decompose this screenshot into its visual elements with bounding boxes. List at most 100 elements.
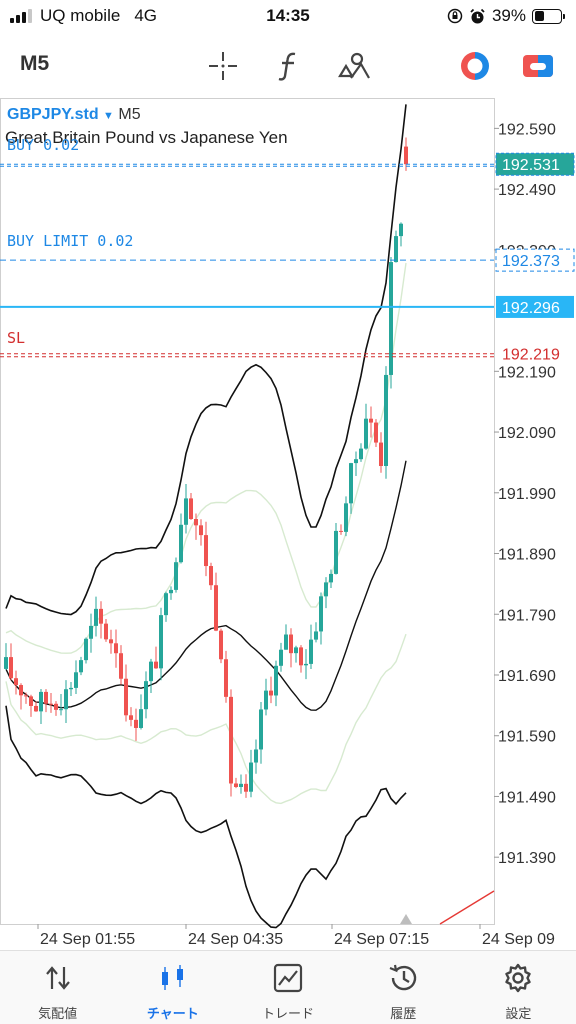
carrier-name: UQ mobile	[40, 6, 121, 25]
price-axis-label: 191.990	[498, 486, 556, 503]
chart-shift-marker	[400, 914, 412, 924]
candle-body	[24, 695, 28, 697]
inner-band-upper	[5, 262, 407, 654]
candle-body	[159, 615, 163, 669]
tab-quotes-label: 気配値	[38, 1006, 78, 1021]
candle-body	[354, 459, 358, 464]
settings-icon	[505, 963, 532, 993]
candle-body	[279, 649, 283, 666]
chart-toolbar: M5	[0, 34, 576, 96]
indicators-button[interactable]	[271, 48, 307, 84]
orientation-lock-icon	[447, 8, 463, 24]
candle-body	[379, 442, 383, 467]
time-axis-label: 24 Sep 04:35	[188, 931, 283, 948]
candle-body	[334, 530, 338, 574]
candle-body	[394, 236, 398, 263]
chart-canvas[interactable]: 192.590192.490192.390192.190192.090191.9…	[0, 98, 576, 950]
price-axis-label: 192.590	[498, 121, 556, 138]
candle-body	[54, 703, 58, 710]
stop-loss-price-tag: 192.219	[502, 347, 560, 364]
candle-body	[324, 582, 328, 597]
candle-body	[349, 463, 353, 504]
candle-body	[34, 705, 38, 712]
candle-body	[214, 585, 218, 631]
candle-body	[14, 678, 18, 686]
buy-price-tag-bg	[495, 152, 575, 176]
buy-limit-price-tag: 192.373	[502, 253, 560, 270]
candle-body	[309, 639, 313, 664]
objects-button[interactable]	[336, 48, 372, 84]
time-axis-label: 24 Sep 01:55	[40, 931, 135, 948]
candle-body	[299, 647, 303, 666]
middle-band	[5, 460, 407, 711]
buy-price-tag: 192.531	[502, 157, 560, 174]
candle-body	[74, 672, 78, 688]
candle-body	[39, 691, 43, 712]
tab-trade[interactable]: トレード	[230, 951, 345, 1024]
inner-band-lower	[5, 633, 407, 805]
network-type: 4G	[134, 6, 157, 25]
function-icon	[278, 52, 296, 81]
tab-chart-label: チャート	[146, 1006, 199, 1021]
status-time: 14:35	[266, 6, 310, 25]
candle-body	[94, 608, 98, 626]
candle-body	[129, 715, 133, 720]
tab-chart[interactable]: チャート	[115, 951, 230, 1024]
stop-loss-label[interactable]: SL	[7, 329, 26, 347]
chart-symbol-header[interactable]: GBPJPY.std ▼ M5	[7, 106, 141, 124]
status-bar: UQ mobile 4G 14:35 39%	[0, 0, 576, 34]
candle-body	[29, 696, 33, 706]
candle-body	[339, 530, 343, 532]
outer-band-upper	[5, 104, 407, 616]
candle-body	[99, 608, 103, 624]
alarm-icon	[470, 8, 485, 23]
candle-body	[314, 631, 318, 640]
quotes-icon	[45, 966, 70, 990]
symbol-dropdown-icon[interactable]: ▼	[103, 110, 114, 122]
candle-body	[154, 661, 158, 669]
trade-toggle-icon	[461, 52, 489, 80]
trade-toggle-button[interactable]	[457, 48, 493, 84]
candle-body	[359, 448, 363, 460]
price-axis-label: 192.490	[498, 182, 556, 199]
tab-quotes[interactable]: 気配値	[0, 951, 115, 1024]
candle-body	[234, 783, 238, 787]
candle-body	[249, 762, 253, 792]
candle-body	[119, 653, 123, 679]
buy-position-label[interactable]: BUY 0.02	[7, 136, 80, 154]
symbol-name[interactable]: GBPJPY.std	[7, 106, 99, 123]
candle-body	[269, 690, 273, 696]
battery-icon	[532, 8, 565, 24]
candle-body	[4, 657, 8, 669]
candle-body	[199, 525, 203, 536]
price-chart[interactable]: 192.590192.490192.390192.190192.090191.9…	[0, 98, 576, 950]
candle-body	[204, 535, 208, 567]
tab-settings[interactable]: 設定	[461, 951, 576, 1024]
price-axis-label: 191.490	[498, 789, 556, 806]
battery-percent: 39%	[491, 6, 526, 25]
objects-icon	[338, 52, 370, 79]
symbol-description: Great Britain Pound vs Japanese Yen	[5, 128, 288, 147]
candle-body	[274, 665, 278, 696]
candle-body	[344, 503, 348, 532]
candle-body	[164, 593, 168, 616]
candle-body	[209, 566, 213, 586]
candle-body	[179, 524, 183, 563]
crosshair-icon	[209, 52, 237, 80]
price-axis-label: 191.690	[498, 668, 556, 685]
tab-history[interactable]: 履歴	[346, 951, 461, 1024]
price-axis-label: 191.590	[498, 729, 556, 746]
one-click-trading-button[interactable]	[520, 48, 556, 84]
candle-body	[89, 625, 93, 639]
candle-body	[369, 418, 373, 423]
timeframe-button[interactable]: M5	[20, 52, 50, 75]
crosshair-button[interactable]	[205, 48, 241, 84]
candle-body	[59, 709, 63, 711]
buy-limit-label[interactable]: BUY LIMIT 0.02	[7, 232, 134, 250]
candle-body	[319, 596, 323, 632]
candle-body	[149, 661, 153, 682]
candle-body	[169, 589, 173, 594]
time-axis-label: 24 Sep 07:15	[334, 931, 429, 948]
price-axis-label: 192.190	[498, 364, 556, 381]
bid-price-tag-bg	[496, 295, 574, 318]
